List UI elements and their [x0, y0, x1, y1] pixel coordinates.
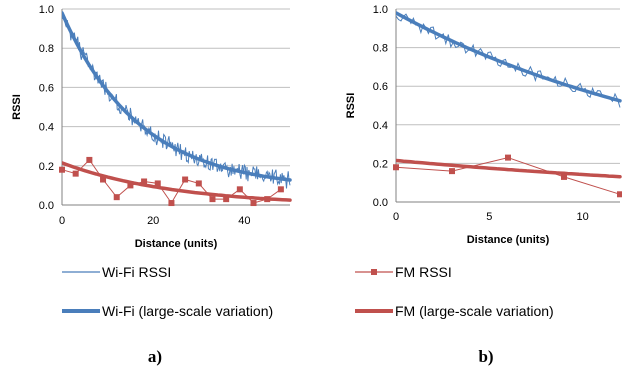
wifi-rssi-line [396, 13, 621, 108]
chart-panel-b: 0.0 0.2 0.4 0.6 0.8 1.0 0 5 10 Distance (units) RS… [345, 4, 622, 366]
fm-rssi-marker [141, 178, 148, 185]
fm-trend-line [62, 161, 292, 202]
legend-item-4: FM (large-scale variation) [355, 303, 554, 319]
fm-rssi-marker [59, 166, 65, 173]
legend: Wi-Fi RSSI FM RSSI Wi-Fi (large-scale vari… [62, 264, 554, 319]
legend-label: FM RSSI [395, 264, 452, 280]
y-tick-label: 0.0 [39, 200, 54, 212]
fm-rssi-marker [236, 186, 243, 193]
y-axis-title: RSSI [11, 94, 23, 120]
wifi-trend-line [396, 11, 622, 103]
legend-swatch-marker [371, 269, 377, 275]
y-tick-label: 1.0 [39, 4, 54, 16]
legend-label: Wi-Fi (large-scale variation) [102, 303, 273, 319]
legend-label: Wi-Fi RSSI [102, 264, 171, 280]
y-axis-title: RSSI [345, 93, 357, 119]
fm-rssi-marker [154, 180, 161, 187]
fm-rssi-marker [505, 154, 511, 161]
fm-rssi-marker [127, 182, 134, 189]
fm-rssi-marker [617, 191, 622, 198]
x-axis-title: Distance (units) [135, 238, 218, 250]
legend-label: FM (large-scale variation) [395, 303, 554, 319]
legend-item-3: Wi-Fi (large-scale variation) [62, 303, 273, 319]
panel-label: a) [148, 347, 162, 366]
fm-rssi-marker [250, 200, 257, 207]
y-tick-label: 1.0 [373, 4, 388, 16]
fm-rssi-marker [72, 170, 79, 177]
fm-trend-line [396, 158, 622, 179]
fm-rssi-marker [393, 164, 399, 171]
y-tick-label: 0.0 [373, 197, 388, 209]
wifi-trend-line [62, 11, 292, 182]
legend-item-1: Wi-Fi RSSI [62, 264, 171, 280]
x-axis-title: Distance (units) [467, 234, 550, 246]
y-tick-label: 0.8 [373, 43, 388, 55]
wifi-rssi-line [62, 14, 291, 189]
x-tick-label: 0 [59, 215, 65, 227]
fm-rssi-marker [195, 180, 202, 187]
panel-label: b) [478, 347, 493, 366]
y-tick-label: 0.6 [39, 82, 54, 94]
y-tick-label: 0.8 [39, 43, 54, 55]
chart-panel-a: 0.0 0.2 0.4 0.6 0.8 1.0 0 20 40 Distance (units) R… [11, 4, 292, 366]
y-tick-label: 0.6 [373, 81, 388, 93]
fm-rssi-marker [168, 200, 175, 207]
fm-rssi-marker [113, 194, 120, 201]
y-tick-label: 0.2 [373, 158, 388, 170]
y-tick-label: 0.4 [373, 120, 388, 132]
x-tick-label: 5 [486, 211, 492, 223]
x-tick-label: 20 [147, 215, 159, 227]
y-tick-label: 0.4 [39, 122, 54, 134]
legend-item-2: FM RSSI [355, 264, 452, 280]
x-tick-label: 0 [393, 211, 399, 223]
fm-rssi-marker [100, 176, 107, 183]
fm-rssi-marker [223, 196, 230, 203]
fm-rssi-marker [449, 168, 455, 175]
fm-rssi-marker [182, 176, 189, 183]
fm-rssi-marker [561, 173, 567, 180]
fm-rssi-marker [277, 186, 284, 193]
fm-rssi-marker [86, 156, 93, 163]
x-tick-label: 40 [238, 215, 250, 227]
x-tick-label: 10 [577, 211, 589, 223]
fm-rssi-marker [209, 196, 216, 203]
y-tick-label: 0.2 [39, 161, 54, 173]
